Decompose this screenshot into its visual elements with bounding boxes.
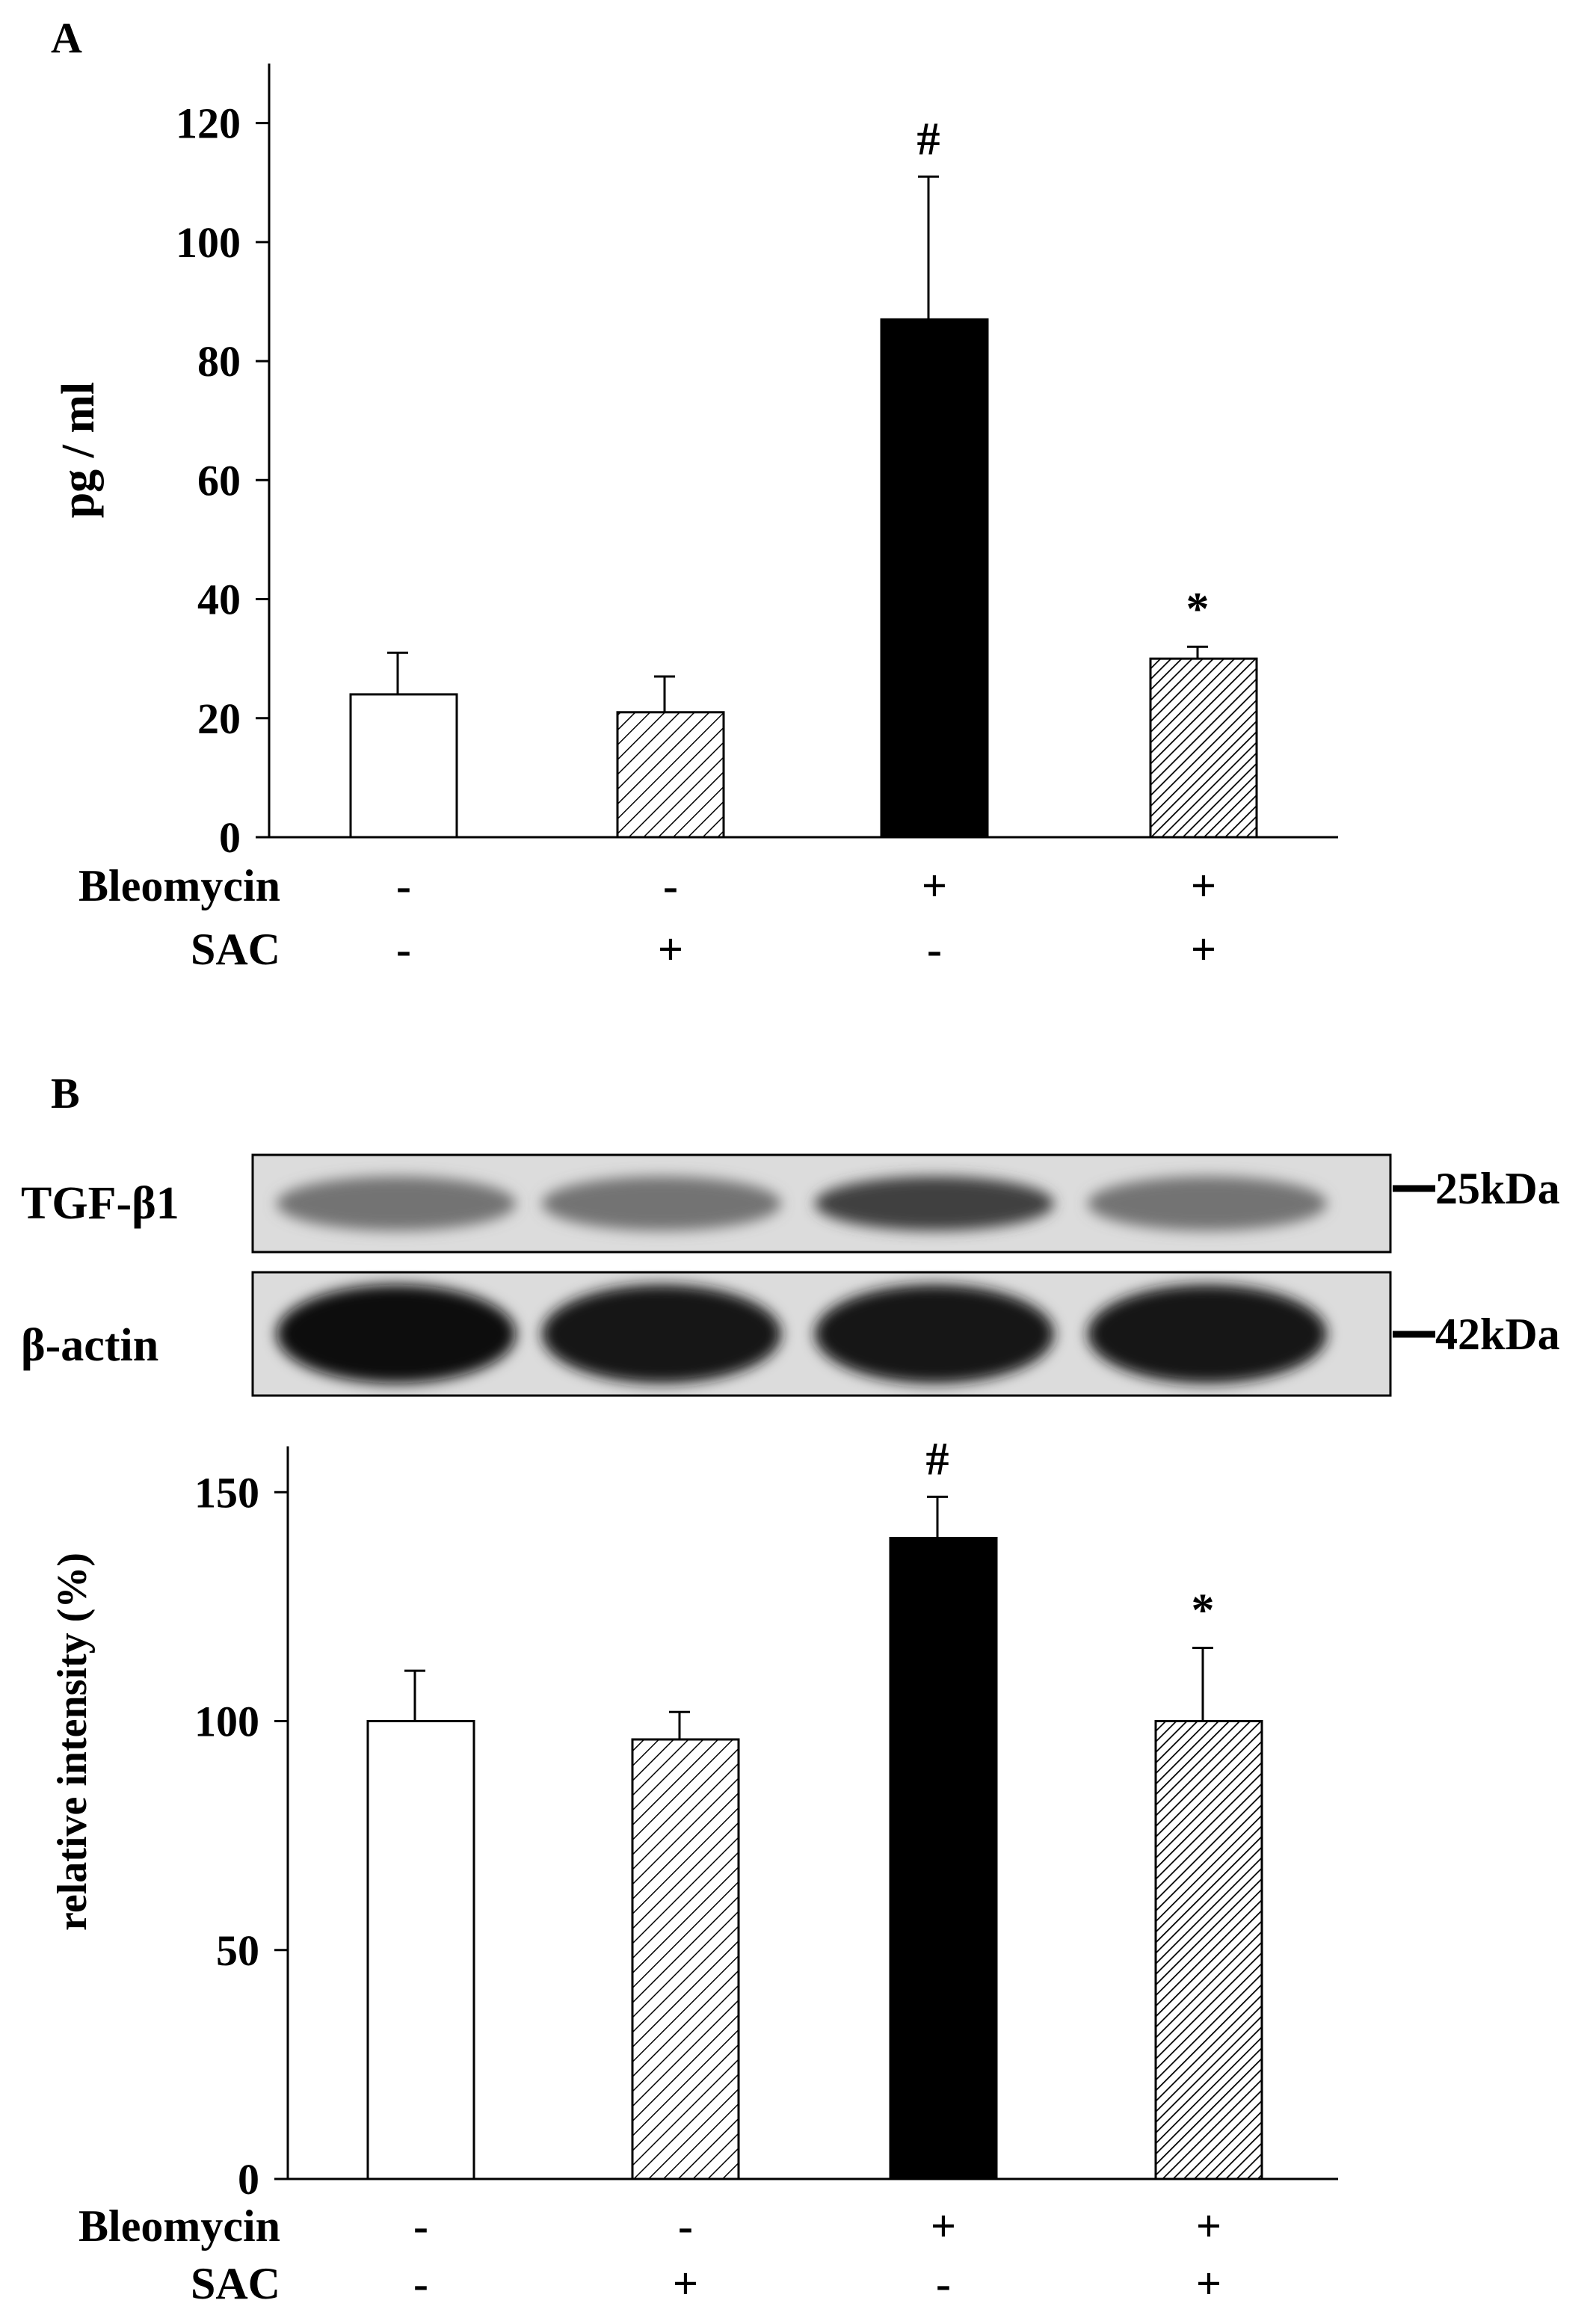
blot-row-label: TGF-β1 [21,1178,179,1229]
significance-marker: * [1192,1585,1215,1636]
blot-row-label: β-actin [21,1320,158,1371]
condition-label: Bleomycin [78,861,280,910]
panel-b: 0 50 100 150 # * relative intensity (%) Bleom… [49,1434,1338,2308]
western-blot: B TGF-β1 25kDa β-actin 42kDa [21,1069,1560,1397]
condition-sign: - [663,861,678,910]
blot-band [815,1176,1054,1231]
condition-sign: + [1191,925,1216,974]
y-tick-label: 20 [197,694,241,743]
y-tick-label: 50 [216,1926,259,1975]
panel-b-label: B [51,1069,80,1118]
blot-band [1088,1284,1327,1384]
condition-sign: - [927,925,942,974]
y-tick-label: 100 [194,1698,259,1746]
y-tick-label: 0 [219,813,241,862]
y-tick-label: 40 [197,576,241,624]
panel-a: A 0 20 40 60 80 100 120 # * pg / ml Bleomycin - - +… [51,13,1338,974]
blot-band [277,1284,516,1384]
significance-marker: * [1186,584,1210,635]
panel-b-y-axis-label: relative intensity (%) [49,1553,96,1931]
condition-sign: + [922,861,947,910]
condition-label: Bleomycin [78,2201,280,2251]
condition-sign: + [1196,2201,1221,2251]
condition-sign: - [413,2259,428,2308]
condition-label: SAC [191,2259,280,2308]
molecular-weight-marker: 42kDa [1435,1310,1560,1359]
condition-sign: - [936,2259,951,2308]
y-tick-label: 100 [176,218,241,267]
condition-sign: + [673,2259,698,2308]
condition-sign: - [678,2201,693,2251]
condition-sign: - [413,2201,428,2251]
panel-a-y-axis-label: pg / ml [53,382,104,519]
y-tick-label: 80 [197,337,241,386]
blot-band [542,1176,781,1231]
blot-band [1088,1176,1327,1231]
y-tick-label: 150 [194,1468,259,1517]
blot-band [542,1284,781,1384]
panel-a-label: A [51,13,82,62]
panel-a-conditions: Bleomycin - - + + SAC - + - + [78,861,1216,974]
bar [349,693,458,839]
bar [616,711,725,839]
bar [1149,657,1258,839]
bar [631,1738,740,2180]
bar [880,318,989,839]
panel-b-conditions: Bleomycin - - + + SAC - + - + [78,2201,1221,2308]
condition-sign: - [396,925,411,974]
panel-a-plot: 0 20 40 60 80 100 120 # * [176,64,1338,862]
condition-sign: + [1196,2259,1221,2308]
blot-band [277,1176,516,1231]
panel-b-plot: 0 50 100 150 # * [194,1434,1338,2204]
blot-rows: TGF-β1 25kDa β-actin 42kDa [21,1153,1560,1397]
condition-sign: - [396,861,411,910]
y-tick-label: 120 [176,99,241,148]
significance-marker: # [926,1434,949,1485]
y-tick-label: 60 [197,456,241,505]
bar [366,1720,475,2180]
blot-band [815,1284,1054,1384]
significance-marker: # [917,114,940,164]
molecular-weight-marker: 25kDa [1435,1164,1560,1213]
condition-sign: + [1191,861,1216,910]
bar [1154,1720,1263,2180]
condition-sign: + [658,925,683,974]
y-tick-label: 0 [238,2155,259,2204]
bar [889,1537,998,2180]
condition-sign: + [931,2201,956,2251]
condition-label: SAC [191,925,280,974]
